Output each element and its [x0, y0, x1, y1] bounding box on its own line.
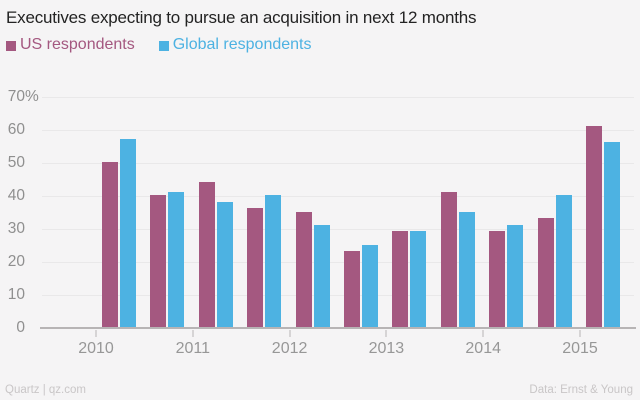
bar-global [458, 211, 475, 327]
gridline [42, 228, 634, 230]
legend-label-us: US respondents [20, 36, 135, 53]
bar-us [102, 162, 118, 327]
x-axis-tick [288, 330, 291, 337]
x-axis-line [40, 327, 636, 329]
y-axis-label: 60 [7, 121, 25, 138]
gridline [42, 261, 634, 263]
x-axis-label: 2015 [562, 340, 598, 357]
gridline [42, 96, 634, 98]
gridline [42, 195, 634, 197]
y-axis-label: 40 [7, 187, 25, 204]
legend-label-global: Global respondents [172, 36, 312, 53]
bar-global [507, 224, 524, 327]
x-axis-label: 2010 [78, 340, 114, 357]
x-axis-tick [385, 330, 388, 337]
x-axis-label: 2011 [175, 340, 210, 357]
bar-us [489, 231, 506, 327]
bar-global [555, 195, 572, 327]
bar-global [265, 195, 282, 327]
global-series-swatch [158, 40, 169, 51]
bar-us [150, 195, 167, 327]
bar-us [344, 251, 360, 327]
bar-us [247, 208, 264, 327]
us-series-swatch [6, 40, 16, 51]
bar-us [537, 218, 554, 327]
y-axis-label: 20 [7, 253, 25, 270]
legend-item-global: Global respondents [158, 36, 312, 53]
source-credit-left: Quartz | qz.com [5, 384, 86, 396]
bar-us [440, 191, 457, 327]
x-axis-label: 2012 [271, 340, 308, 357]
bar-global [362, 244, 378, 327]
bar-global [168, 191, 185, 327]
y-axis-label: 10 [7, 286, 25, 303]
legend-item-us: US respondents [6, 37, 135, 53]
bar-global [410, 231, 427, 327]
bar-us [198, 181, 215, 327]
x-axis-label: 2013 [368, 340, 405, 357]
x-axis-label: 2014 [465, 340, 501, 357]
plot-area: 0 10 20 30 40 50 60 70% 2010 2011 2012 2013 2014 2015 [8, 89, 636, 357]
x-axis-tick [579, 330, 581, 337]
bar-global [120, 138, 136, 327]
y-axis-label: 50 [7, 154, 25, 171]
y-axis-label: 70% [7, 88, 39, 105]
gridline [42, 162, 634, 164]
x-axis-tick [95, 330, 97, 337]
x-axis-tick [191, 330, 194, 337]
y-axis-label: 0 [16, 319, 25, 336]
chart-title: Executives expecting to pursue an acquis… [6, 8, 477, 27]
bar-us [586, 125, 602, 327]
bar-global [216, 201, 233, 327]
source-credit-right: Data: Ernst & Young [529, 384, 633, 396]
bar-us [392, 231, 409, 327]
bar-global [313, 224, 330, 327]
bar-us [295, 211, 312, 327]
legend: US respondents Global respondents [6, 37, 312, 53]
bar-global [604, 142, 620, 327]
y-axis-label: 30 [7, 220, 25, 237]
gridline [42, 294, 634, 296]
x-axis-tick [482, 330, 485, 337]
gridline [42, 129, 634, 131]
